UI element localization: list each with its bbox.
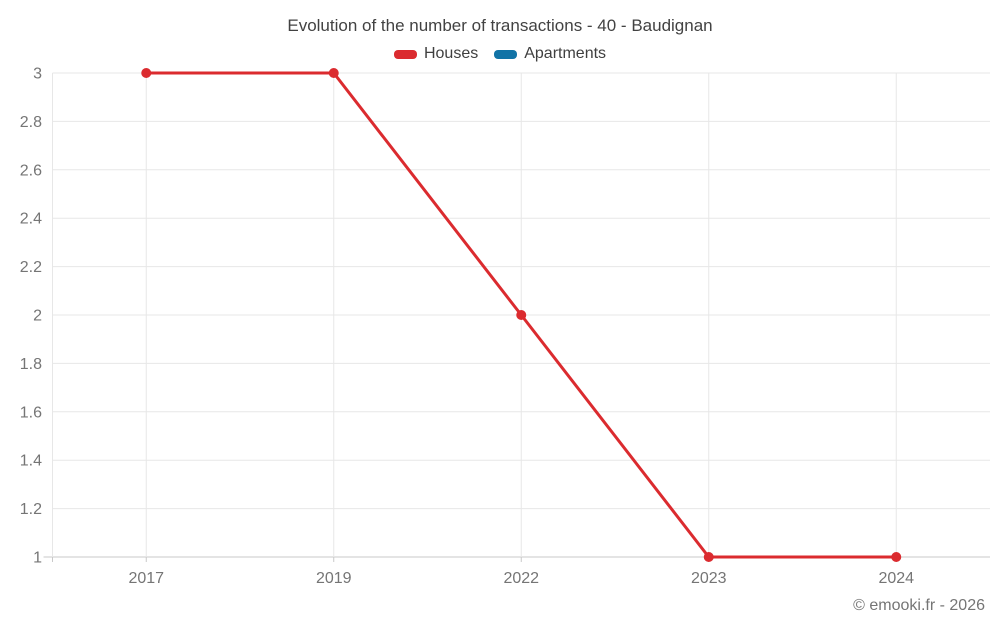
x-tick-label: 2023: [691, 570, 727, 587]
legend-item-apartments[interactable]: Apartments: [494, 45, 606, 63]
data-point-houses: [891, 552, 902, 562]
y-tick-label: 1.6: [20, 404, 42, 421]
y-tick-label: 2.8: [20, 114, 42, 131]
y-tick-label: 2: [33, 308, 42, 325]
y-tick-label: 2.2: [20, 259, 42, 276]
legend-label-houses: Houses: [423, 45, 479, 62]
data-point-houses: [516, 310, 527, 320]
chart-legend: Houses Apartments: [0, 45, 1000, 63]
chart-title: Evolution of the number of transactions …: [287, 16, 713, 35]
y-tick-label: 1.8: [20, 356, 42, 373]
y-tick-label: 2.4: [20, 211, 42, 228]
y-tick-label: 1.2: [20, 501, 42, 518]
data-point-houses: [141, 68, 152, 78]
y-tick-label: 1.4: [20, 453, 42, 470]
apartments-series-swatch-icon: [494, 49, 518, 59]
x-tick-label: 2017: [128, 570, 164, 587]
copyright-credit: © emooki.fr - 2026: [853, 597, 985, 614]
x-tick-label: 2024: [878, 570, 914, 587]
y-tick-label: 1: [33, 550, 42, 567]
legend-label-apartments: Apartments: [524, 45, 607, 62]
x-tick-label: 2022: [503, 570, 539, 587]
data-point-houses: [703, 552, 714, 562]
y-tick-label: 3: [33, 66, 42, 83]
y-tick-label: 2.6: [20, 162, 42, 179]
data-point-houses: [328, 68, 339, 78]
legend-item-houses[interactable]: Houses: [393, 45, 479, 63]
houses-series-swatch-icon: [393, 49, 417, 59]
x-tick-label: 2019: [316, 570, 352, 587]
